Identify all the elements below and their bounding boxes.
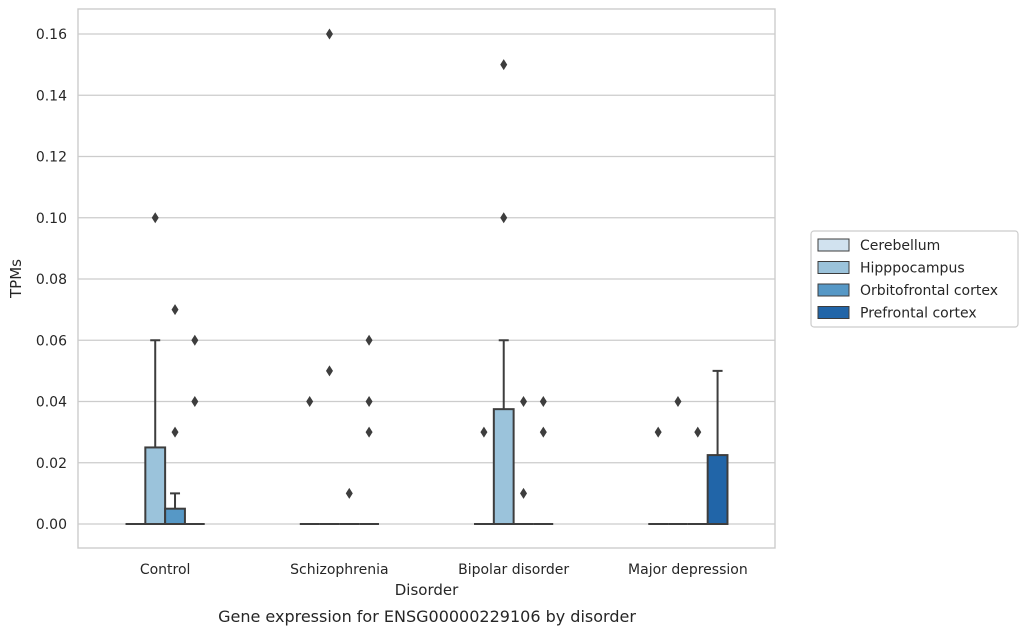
outlier-point xyxy=(694,426,702,438)
box-orbitofrontal-cortex xyxy=(339,487,360,525)
y-tick-label: 0.08 xyxy=(36,272,67,288)
box-body xyxy=(144,446,167,525)
outlier-point xyxy=(365,396,373,407)
x-tick-label: Schizophrenia xyxy=(290,562,388,578)
y-axis-ticks: 0.00 0.02 0.04 0.06 0.08 0.10 0.12 0.14 0.16 xyxy=(36,27,67,533)
y-tick-label: 0.14 xyxy=(36,88,67,104)
box-prefrontal-cortex xyxy=(184,334,205,525)
outlier-point xyxy=(325,28,333,40)
y-tick-label: 0.00 xyxy=(36,517,67,533)
legend-swatch xyxy=(817,238,850,252)
outlier-point xyxy=(539,426,547,438)
outlier-point xyxy=(500,59,508,71)
legend-frame xyxy=(810,230,1019,328)
outlier-point xyxy=(345,487,353,499)
box-cerebellum xyxy=(648,426,669,525)
y-tick-label: 0.04 xyxy=(36,395,67,411)
y-gridlines xyxy=(78,33,775,525)
box-orbitofrontal-cortex xyxy=(513,396,534,525)
box-hipppocampus xyxy=(144,212,167,525)
x-tick-label: Bipolar disorder xyxy=(458,562,569,578)
outlier-point xyxy=(151,212,159,224)
outlier-point xyxy=(674,396,682,407)
y-tick-label: 0.10 xyxy=(36,211,67,227)
box-hipppocampus xyxy=(492,59,515,525)
box-hipppocampus xyxy=(319,28,340,525)
box-series xyxy=(125,28,729,525)
legend-swatch xyxy=(817,306,850,319)
outlier-point xyxy=(191,396,199,407)
outlier-point xyxy=(480,426,488,438)
box-body xyxy=(164,507,186,525)
box-cerebellum xyxy=(299,396,320,525)
box-prefrontal-cortex xyxy=(533,396,554,525)
plot-frame xyxy=(77,8,776,549)
outlier-point xyxy=(654,426,662,438)
legend-label: Orbitofrontal cortex xyxy=(860,283,998,299)
legend-label: Hipppocampus xyxy=(860,261,965,277)
box-prefrontal-cortex xyxy=(359,334,379,525)
outlier-point xyxy=(365,334,373,346)
y-tick-label: 0.16 xyxy=(36,27,67,43)
legend-label: Cerebellum xyxy=(860,238,940,254)
y-tick-label: 0.12 xyxy=(36,150,67,166)
box-cerebellum xyxy=(474,426,494,525)
box-prefrontal-cortex xyxy=(706,369,729,525)
box-body xyxy=(706,454,729,525)
legend-swatch xyxy=(817,283,850,297)
legend-swatch xyxy=(817,261,850,274)
legend-label: Prefrontal cortex xyxy=(860,306,977,322)
box-hipppocampus xyxy=(668,396,688,525)
x-axis-ticks: Control Schizophrenia Bipolar disorder Majo… xyxy=(140,562,748,578)
outlier-point xyxy=(539,396,547,407)
outlier-point xyxy=(520,487,528,499)
outlier-point xyxy=(171,426,179,438)
x-axis-title: Disorder xyxy=(395,581,459,599)
box-orbitofrontal-cortex xyxy=(164,304,186,525)
outlier-point xyxy=(171,304,179,316)
y-tick-label: 0.02 xyxy=(36,456,67,472)
x-tick-label: Major depression xyxy=(628,562,748,578)
outlier-point xyxy=(365,426,373,438)
x-tick-label: Control xyxy=(140,562,191,578)
outlier-point xyxy=(306,396,314,407)
y-tick-label: 0.06 xyxy=(36,333,67,349)
outlier-point xyxy=(500,212,508,224)
box-orbitofrontal-cortex xyxy=(687,426,708,525)
outlier-point xyxy=(520,396,528,407)
outlier-point xyxy=(325,365,333,377)
outlier-point xyxy=(191,334,199,346)
chart-caption: Gene expression for ENSG00000229106 by d… xyxy=(218,607,636,626)
y-axis-title: TPMs xyxy=(7,259,25,299)
box-body xyxy=(492,408,515,525)
legend: Cerebellum Hipppocampus Orbitofrontal cort… xyxy=(810,230,1019,328)
